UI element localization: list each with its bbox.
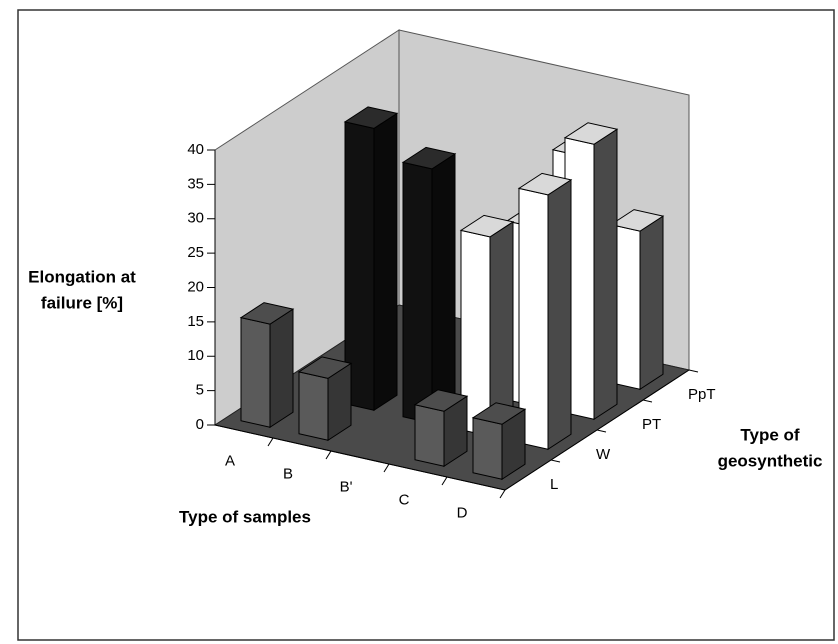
bar-front xyxy=(472,417,503,480)
y-tick-label: 5 xyxy=(196,382,204,399)
y-tick-label: 15 xyxy=(187,313,204,330)
z-tick xyxy=(688,369,699,373)
y-tick-label: 10 xyxy=(187,347,204,364)
bar-front xyxy=(414,404,445,467)
bar xyxy=(609,209,665,391)
y-tick-label: 25 xyxy=(187,244,204,261)
y-tick-label: 35 xyxy=(187,175,204,192)
bar-side xyxy=(431,152,456,425)
legend-label: L xyxy=(550,476,558,493)
x-tick-label: C xyxy=(399,491,410,508)
bar-side xyxy=(547,178,572,451)
bar xyxy=(563,122,619,421)
z-axis-label: Type of xyxy=(740,425,800,444)
x-tick xyxy=(499,489,506,499)
z-axis-label: geosynthetic xyxy=(718,451,823,470)
x-tick xyxy=(441,476,448,486)
bar xyxy=(517,172,573,451)
bar xyxy=(239,302,295,429)
y-axis-label: failure [%] xyxy=(41,293,123,312)
x-tick-label: B xyxy=(283,465,293,482)
bar-side xyxy=(593,128,618,421)
bar-front xyxy=(298,371,329,441)
bar-top xyxy=(459,214,515,238)
bar-top xyxy=(471,402,527,425)
x-tick xyxy=(325,450,332,460)
x-tick-label: B' xyxy=(340,478,353,495)
legend-label: PT xyxy=(642,416,661,433)
bar xyxy=(343,106,399,412)
bar-top xyxy=(609,209,665,232)
bar-top xyxy=(239,302,295,325)
x-axis xyxy=(214,424,506,491)
bar-side xyxy=(269,308,294,429)
x-tick xyxy=(267,437,274,447)
bar xyxy=(297,356,353,442)
plot-area: 0 5 10 15 20 25 30 35 40 A B B' C D L W PT PpT xyxy=(187,29,716,521)
x-tick xyxy=(383,463,390,473)
x-tick-label: A xyxy=(225,452,235,469)
bar-front xyxy=(402,161,433,424)
bar xyxy=(459,214,515,438)
y-tick-label: 0 xyxy=(196,416,204,433)
bar-front xyxy=(240,317,271,428)
z-tick xyxy=(596,429,607,433)
bar-top xyxy=(343,106,399,129)
y-axis-label: Elongation at xyxy=(28,267,136,286)
y-tick-label: 20 xyxy=(187,278,204,295)
y-tick-label: 40 xyxy=(187,141,204,158)
legend-label: PpT xyxy=(688,386,716,403)
bar-top xyxy=(413,389,469,412)
legend-label: W xyxy=(596,446,611,463)
bar-top xyxy=(401,146,457,170)
z-tick xyxy=(550,459,561,463)
bar xyxy=(401,146,457,425)
bar-top xyxy=(563,122,619,145)
x-axis-label: Type of samples xyxy=(179,507,311,526)
bar-side xyxy=(639,215,664,391)
z-tick xyxy=(642,399,653,403)
bar-top xyxy=(297,356,353,379)
bar-side xyxy=(373,112,398,412)
bar xyxy=(413,389,469,468)
bar-top xyxy=(517,172,573,196)
y-tick-label: 30 xyxy=(187,210,204,227)
x-tick-label: D xyxy=(457,504,468,521)
bar xyxy=(471,402,527,481)
